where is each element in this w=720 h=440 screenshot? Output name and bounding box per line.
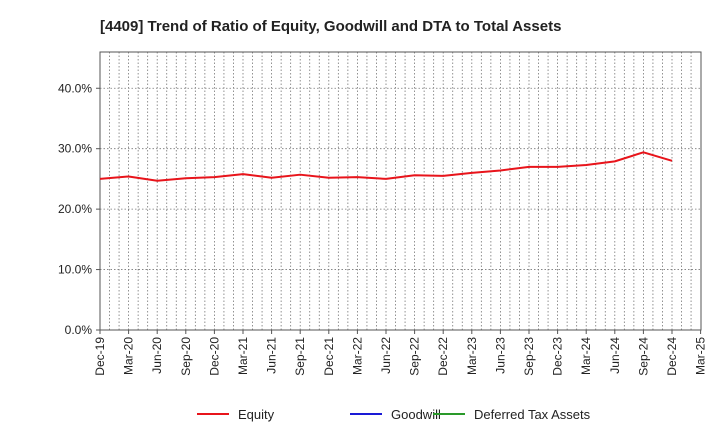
x-tick-label: Sep-24 xyxy=(636,337,650,376)
x-tick-label: Sep-20 xyxy=(179,337,193,376)
x-tick-label: Sep-23 xyxy=(522,337,536,376)
series-line-equity xyxy=(99,151,673,182)
x-tick-label: Mar-22 xyxy=(350,337,364,375)
grid xyxy=(100,52,701,330)
x-tick-label: Jun-21 xyxy=(265,337,279,374)
x-tick-label: Sep-22 xyxy=(408,337,422,376)
y-tick-label: 20.0% xyxy=(58,202,92,216)
plot-area-border xyxy=(99,51,702,331)
x-tick-label: Dec-22 xyxy=(436,337,450,376)
x-axis: Dec-19 Mar-20 Jun-20 Sep-20 Dec-20 Mar-21 Jun-… xyxy=(93,330,708,376)
x-tick-label: Jun-22 xyxy=(379,337,393,374)
y-tick-label: 30.0% xyxy=(58,142,92,156)
legend-label-deferred-tax-assets: Deferred Tax Assets xyxy=(474,407,591,422)
x-tick-label: Jun-24 xyxy=(608,337,622,374)
chart-title: [4409] Trend of Ratio of Equity, Goodwil… xyxy=(100,18,561,35)
x-tick-label: Mar-21 xyxy=(236,337,250,375)
x-tick-label: Mar-25 xyxy=(694,337,708,375)
y-tick-label: 40.0% xyxy=(58,81,92,95)
legend: Equity Goodwill Deferred Tax Assets xyxy=(197,407,591,422)
x-tick-label: Jun-23 xyxy=(493,337,507,374)
x-tick-label: Jun-20 xyxy=(150,337,164,374)
x-tick-label: Dec-21 xyxy=(322,337,336,376)
x-tick-label: Dec-24 xyxy=(665,337,679,376)
y-axis: 0.0% 10.0% 20.0% 30.0% 40.0% xyxy=(58,81,100,337)
x-tick-label: Mar-24 xyxy=(579,337,593,375)
x-tick-label: Sep-21 xyxy=(293,337,307,376)
x-tick-label: Mar-23 xyxy=(465,337,479,375)
legend-label-goodwill: Goodwill xyxy=(391,407,441,422)
x-tick-label: Dec-23 xyxy=(551,337,565,376)
x-tick-label: Dec-19 xyxy=(93,337,107,376)
series-layer xyxy=(99,151,673,182)
legend-label-equity: Equity xyxy=(238,407,275,422)
y-tick-label: 10.0% xyxy=(58,263,92,277)
y-tick-label: 0.0% xyxy=(65,323,93,337)
x-tick-label: Mar-20 xyxy=(122,337,136,375)
x-tick-label: Dec-20 xyxy=(207,337,221,376)
